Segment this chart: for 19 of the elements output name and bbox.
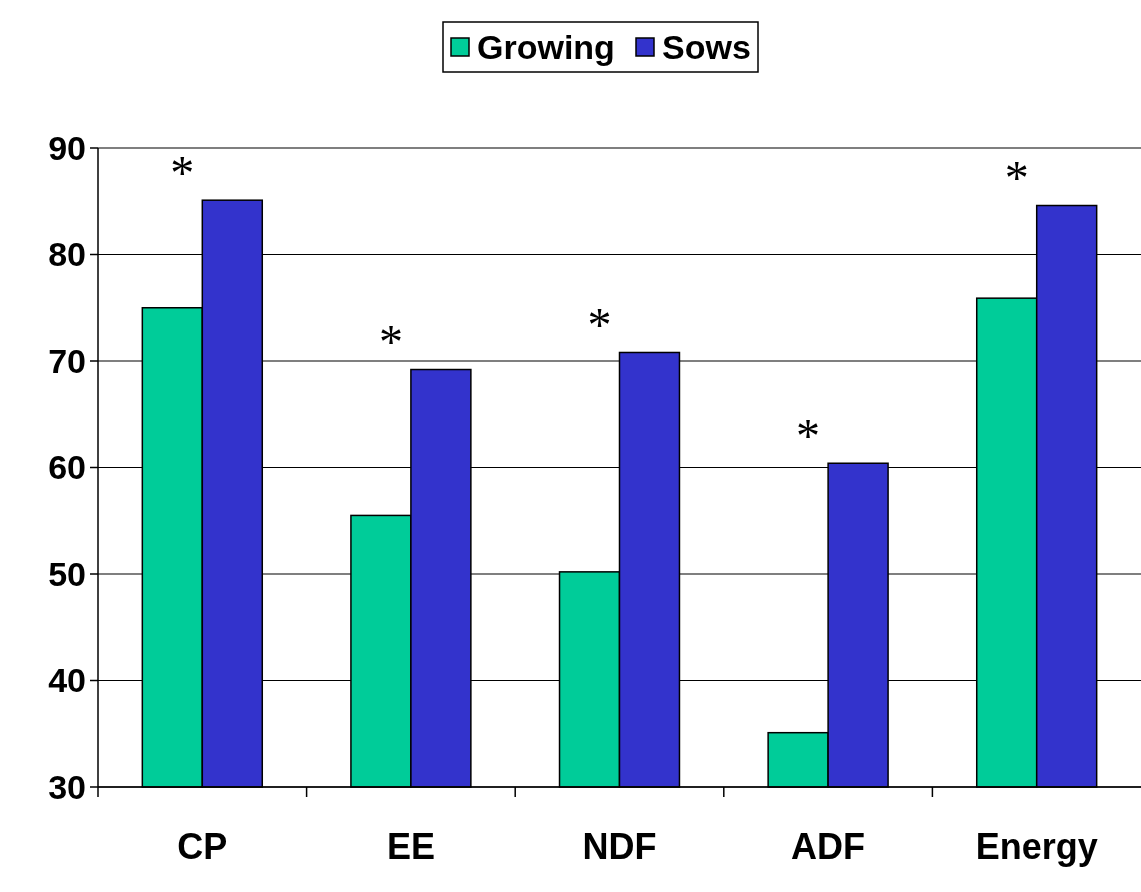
x-tick-label: Energy (975, 826, 1098, 867)
legend-label: Sows (662, 27, 751, 66)
y-tick-label: 30 (48, 767, 86, 806)
annotation: * (1004, 151, 1029, 205)
y-tick-label: 70 (48, 341, 86, 380)
annotation: * (170, 145, 195, 199)
y-tick-label: 60 (48, 448, 86, 487)
x-tick-label: CP (177, 826, 228, 867)
x-tick-label: NDF (582, 826, 657, 867)
y-tick-label: 40 (48, 661, 86, 700)
legend-label: Growing (477, 27, 615, 66)
x-tick-label: EE (386, 826, 435, 867)
annotation: * (587, 298, 612, 352)
x-tick-label: ADF (791, 826, 866, 867)
y-tick-label: 90 (48, 128, 86, 167)
y-tick-label: 50 (48, 554, 86, 593)
annotation: * (796, 408, 821, 462)
y-tick-label: 80 (48, 235, 86, 274)
annotation: * (378, 315, 403, 369)
